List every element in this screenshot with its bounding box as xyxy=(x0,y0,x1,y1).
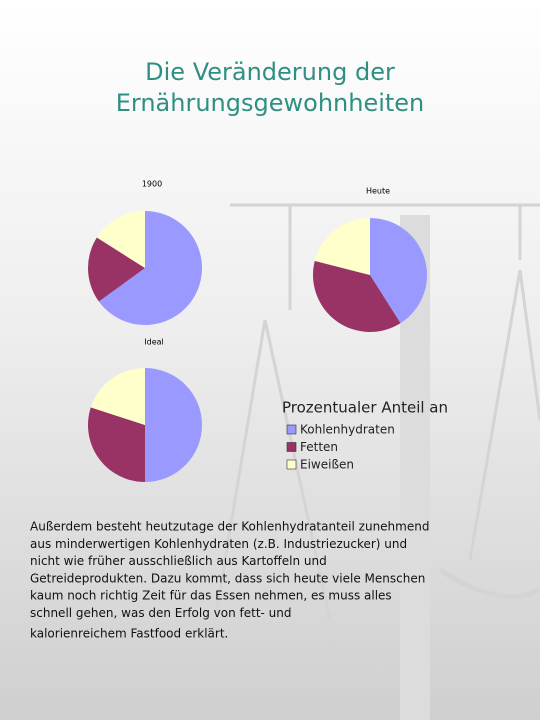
pie-slice xyxy=(96,211,145,268)
slide-title: Die Veränderung der xyxy=(145,58,395,86)
legend-swatch xyxy=(286,459,297,470)
legend-label: Eiweißen xyxy=(300,458,354,472)
body-text: schnell gehen, was den Erfolg von fett- … xyxy=(30,606,292,620)
legend-swatch xyxy=(286,424,297,435)
pie-title: Ideal xyxy=(144,338,163,347)
body-text: Außerdem besteht heutzutage der Kohlenhy… xyxy=(30,520,429,534)
body-text: kalorienreichem Fastfood erklärt. xyxy=(30,626,228,640)
pie-title: 1900 xyxy=(142,180,162,189)
legend-swatch xyxy=(286,442,297,452)
pie-title: Heute xyxy=(366,187,390,196)
legend-label: Kohlenhydraten xyxy=(300,423,395,437)
pie-slice xyxy=(313,260,401,332)
body-text: Getreideprodukten. Dazu kommt, dass sich… xyxy=(30,571,425,585)
pie-slice xyxy=(370,218,427,324)
pie-slice xyxy=(314,218,370,275)
body-text: aus minderwertigen Kohlenhydraten (z.B. … xyxy=(30,537,407,551)
body-text: nicht wie früher ausschließlich aus Kart… xyxy=(30,554,327,568)
pie-slice xyxy=(98,211,202,325)
legend-title: Prozentualer Anteil an xyxy=(282,399,448,417)
pie-slice xyxy=(90,368,145,425)
pie-slice xyxy=(88,407,145,482)
slide-title: Ernährungsgewohnheiten xyxy=(116,89,425,117)
body-text: kaum noch richtig Zeit für das Essen neh… xyxy=(30,589,392,603)
pie-slice xyxy=(145,368,202,482)
pie-slice xyxy=(87,237,145,302)
legend-label: Fetten xyxy=(300,440,338,454)
